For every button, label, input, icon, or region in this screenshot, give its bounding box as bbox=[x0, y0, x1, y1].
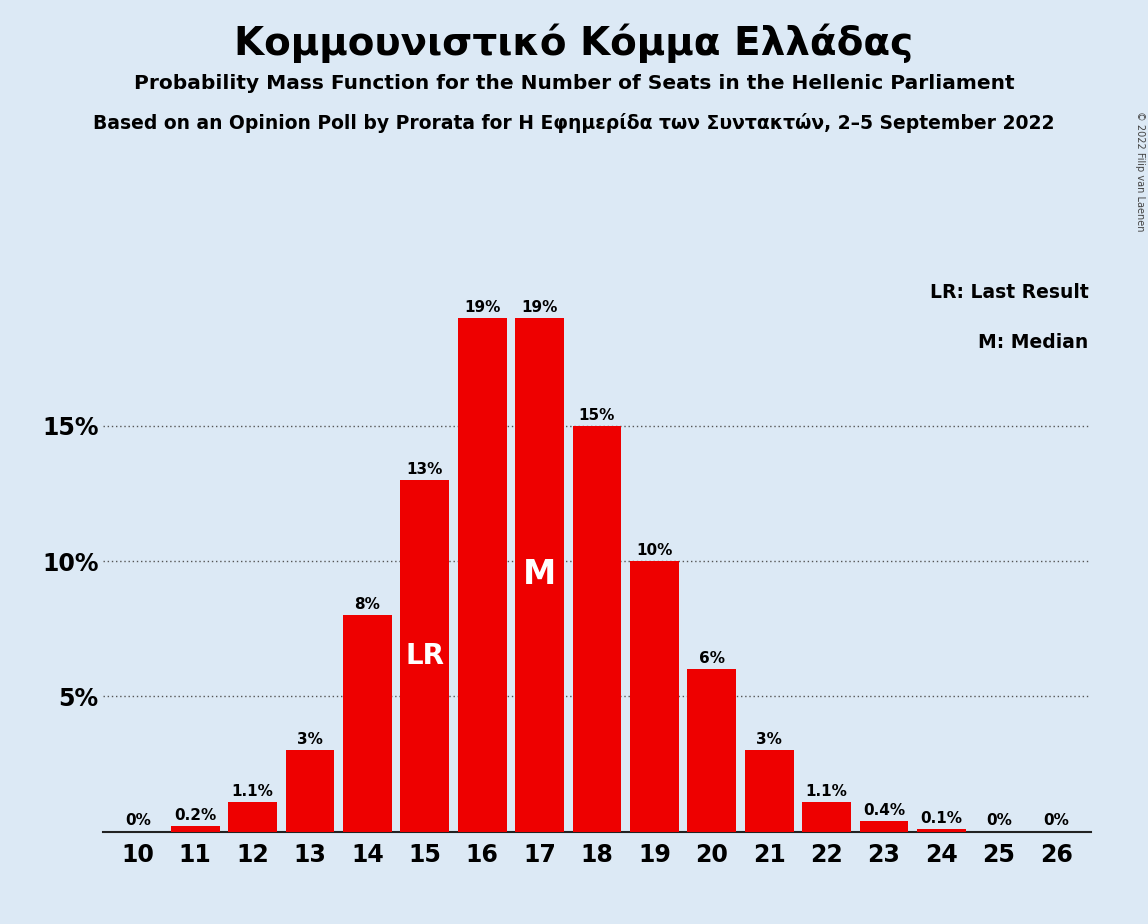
Text: Probability Mass Function for the Number of Seats in the Hellenic Parliament: Probability Mass Function for the Number… bbox=[133, 74, 1015, 93]
Bar bbox=[401, 480, 449, 832]
Bar bbox=[860, 821, 908, 832]
Text: LR: LR bbox=[405, 642, 444, 670]
Text: Based on an Opinion Poll by Prorata for Η Εφημερίδα των Συντακτών, 2–5 September: Based on an Opinion Poll by Prorata for … bbox=[93, 113, 1055, 133]
Text: M: Median: M: Median bbox=[978, 333, 1088, 352]
Text: 0%: 0% bbox=[125, 813, 150, 828]
Text: Κομμουνιστικό Κόμμα Ελλάδας: Κομμουνιστικό Κόμμα Ελλάδας bbox=[234, 23, 914, 63]
Text: LR: Last Result: LR: Last Result bbox=[930, 283, 1088, 302]
Text: 0%: 0% bbox=[1044, 813, 1069, 828]
Bar bbox=[917, 829, 965, 832]
Bar bbox=[286, 750, 334, 832]
Bar bbox=[171, 826, 219, 832]
Bar bbox=[515, 318, 564, 832]
Text: M: M bbox=[523, 558, 556, 591]
Bar bbox=[745, 750, 793, 832]
Text: © 2022 Filip van Laenen: © 2022 Filip van Laenen bbox=[1135, 111, 1145, 231]
Text: 1.1%: 1.1% bbox=[806, 784, 847, 798]
Text: 0.2%: 0.2% bbox=[174, 808, 216, 823]
Bar bbox=[573, 426, 621, 832]
Text: 3%: 3% bbox=[297, 732, 323, 748]
Text: 3%: 3% bbox=[757, 732, 782, 748]
Bar bbox=[228, 802, 277, 832]
Bar bbox=[458, 318, 506, 832]
Text: 6%: 6% bbox=[699, 651, 724, 666]
Text: 19%: 19% bbox=[521, 299, 558, 314]
Bar bbox=[630, 561, 678, 832]
Text: 19%: 19% bbox=[464, 299, 501, 314]
Bar bbox=[343, 615, 391, 832]
Text: 0%: 0% bbox=[986, 813, 1011, 828]
Bar bbox=[688, 669, 736, 832]
Text: 13%: 13% bbox=[406, 462, 443, 477]
Bar bbox=[802, 802, 851, 832]
Text: 0.1%: 0.1% bbox=[921, 810, 962, 826]
Text: 15%: 15% bbox=[579, 407, 615, 422]
Text: 1.1%: 1.1% bbox=[232, 784, 273, 798]
Text: 8%: 8% bbox=[355, 597, 380, 612]
Text: 0.4%: 0.4% bbox=[863, 803, 905, 818]
Text: 10%: 10% bbox=[636, 543, 673, 558]
